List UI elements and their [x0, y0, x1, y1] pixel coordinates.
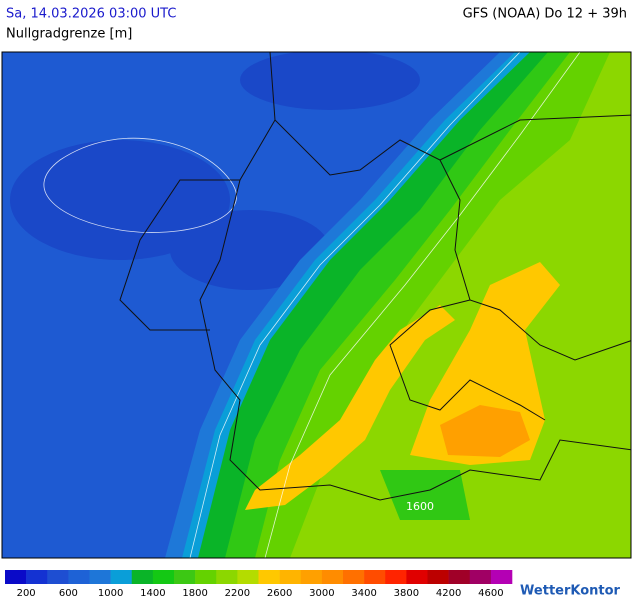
legend-swatch — [343, 570, 365, 584]
legend-label: 1800 — [182, 588, 207, 599]
legend-swatch — [364, 570, 386, 584]
legend-label: 4600 — [478, 588, 503, 599]
legend-swatch — [406, 570, 428, 584]
legend-swatch — [490, 570, 513, 584]
legend-label: 2600 — [267, 588, 292, 599]
legend-swatch — [427, 570, 449, 584]
legend: 200 600 1000 1400 1800 2200 2600 3000 3400 3800 42… — [5, 570, 513, 599]
legend-swatch — [110, 570, 133, 584]
legend-swatch — [47, 570, 69, 584]
legend-swatch — [68, 570, 90, 584]
legend-label: 2200 — [225, 588, 250, 599]
legend-swatch — [321, 570, 344, 584]
datetime: Sa, 14.03.2026 03:00 UTC — [6, 7, 176, 22]
brand-logo: WetterKontor — [520, 584, 621, 599]
legend-label: 3800 — [394, 588, 419, 599]
legend-swatch — [26, 570, 48, 584]
contour-label: 1600 — [406, 500, 434, 513]
legend-swatch — [152, 570, 175, 584]
legend-swatch — [279, 570, 302, 584]
legend-label: 1400 — [140, 588, 165, 599]
legend-swatch — [89, 570, 111, 584]
legend-swatch — [300, 570, 323, 584]
legend-label: 3000 — [309, 588, 334, 599]
legend-label: 3400 — [351, 588, 376, 599]
legend-swatch — [385, 570, 407, 584]
map-frame — [1, 51, 632, 559]
legend-label: 4200 — [436, 588, 461, 599]
map-title: Nullgradgrenze [m] — [6, 27, 132, 42]
legend-swatch — [216, 570, 238, 584]
model-run: GFS (NOAA) Do 12 + 39h — [463, 7, 627, 22]
legend-swatch — [469, 570, 492, 584]
map — [2, 52, 631, 558]
legend-label: 1000 — [98, 588, 123, 599]
legend-swatch — [131, 570, 154, 584]
legend-swatch — [448, 570, 471, 584]
legend-label: 200 — [17, 588, 36, 599]
legend-swatch — [237, 570, 259, 584]
legend-swatch — [258, 570, 280, 584]
legend-swatch — [5, 570, 27, 584]
legend-label: 600 — [59, 588, 78, 599]
legend-swatch — [174, 570, 196, 584]
legend-swatch — [195, 570, 217, 584]
